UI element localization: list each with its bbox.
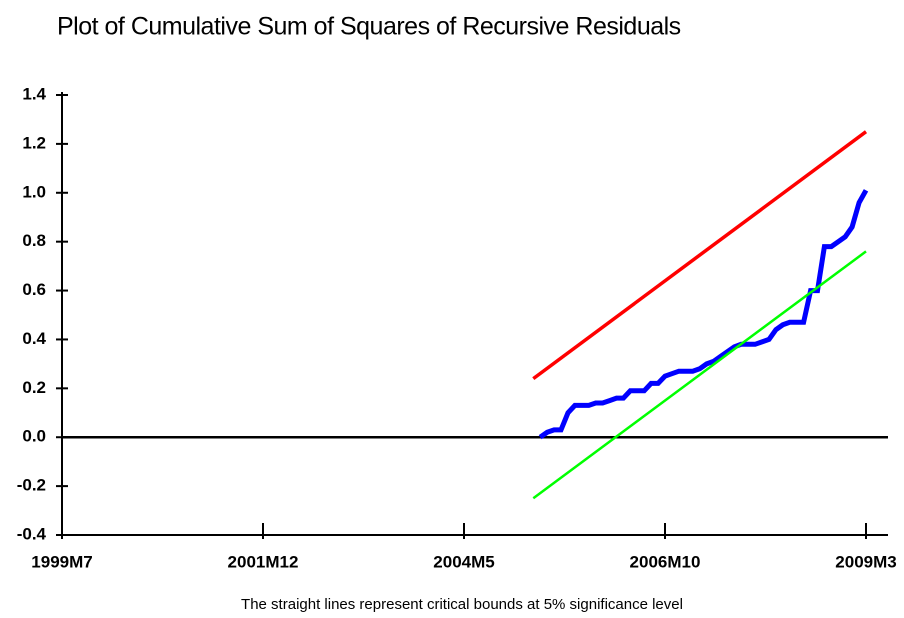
y-tick-label: 1.2 (22, 133, 46, 152)
caption: The straight lines represent critical bo… (241, 596, 683, 613)
x-tick-label: 2009M3 (835, 552, 896, 571)
y-tick-label: 0.8 (22, 231, 46, 250)
x-tick-label: 2001M12 (228, 552, 299, 571)
x-tick-label: 2006M10 (630, 552, 701, 571)
y-tick-label: -0.2 (17, 476, 46, 495)
x-tick-label: 1999M7 (31, 552, 92, 571)
series-line (538, 189, 869, 440)
y-tick-label: 0.4 (22, 329, 46, 348)
series-line (532, 130, 868, 381)
y-tick-label: 0.2 (22, 378, 46, 397)
y-tick-label: -0.4 (17, 524, 47, 543)
series-line (532, 250, 867, 500)
y-tick-label: 0.0 (22, 427, 46, 446)
y-tick-label: 1.4 (22, 84, 46, 103)
y-tick-label: 0.6 (22, 280, 46, 299)
chart-title: Plot of Cumulative Sum of Squares of Rec… (57, 13, 681, 41)
y-tick-label: 1.0 (22, 182, 46, 201)
x-tick-label: 2004M5 (433, 552, 494, 571)
